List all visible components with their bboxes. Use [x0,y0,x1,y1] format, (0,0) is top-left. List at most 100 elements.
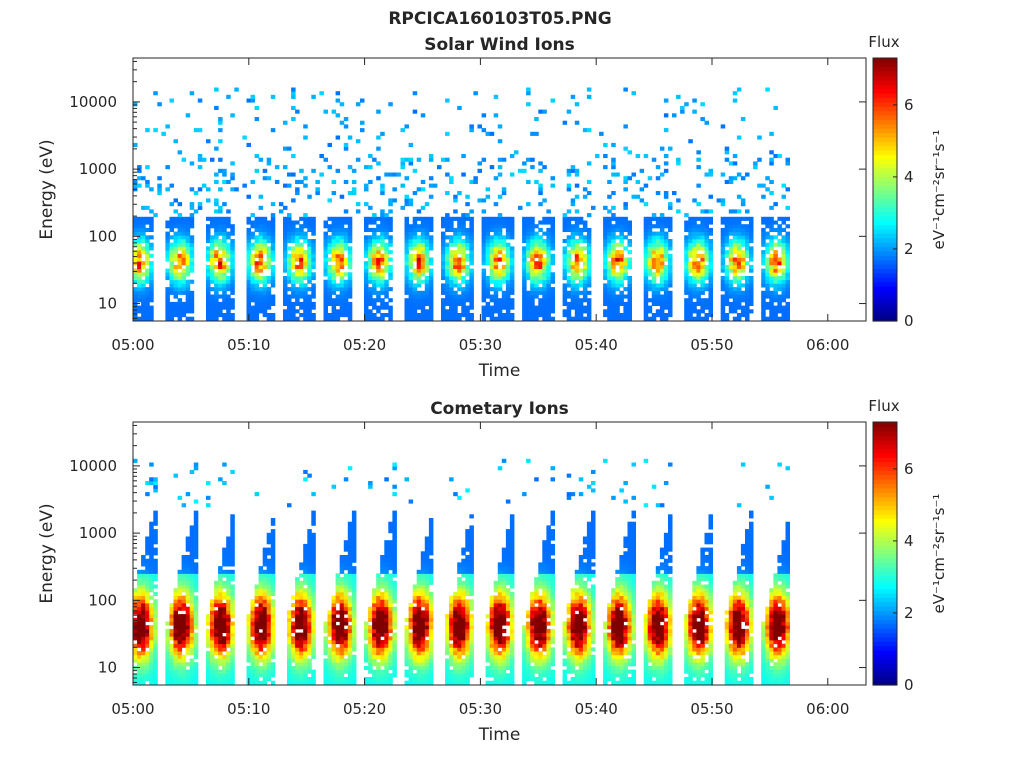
sw-cell [497,213,503,218]
ci-cell [339,677,345,682]
sw-cell [258,261,264,266]
ci-cell [181,595,187,600]
sw-cell [364,187,369,192]
sw-cell [274,165,280,170]
sw-cell [222,235,227,240]
sw-cell [291,257,296,262]
sw-cell [659,239,665,244]
sw-cell [137,220,142,225]
sw-cell [372,272,377,277]
sw-cell [210,294,215,299]
sw-cell [542,309,547,314]
ci-cell [258,566,264,571]
sw-cell [663,313,669,318]
sw-cell [364,220,369,225]
sw-cell [262,287,268,292]
ci-cell [189,662,195,667]
sw-cell [566,290,572,295]
ci-cell [214,621,219,626]
sw-cell [704,298,709,303]
sw-cell [457,239,462,244]
ci-cell [335,595,341,600]
sw-cell [295,187,300,192]
sw-cell [291,305,296,310]
sw-cell [728,279,734,284]
sw-cell [469,305,474,310]
ci-cell [270,529,276,534]
sw-cell [749,220,754,225]
sw-cell [745,239,750,244]
sw-cell [509,227,515,232]
ci-cell [343,580,349,585]
ci-cell [303,617,308,622]
ci-cell [173,599,178,604]
sw-cell [647,305,653,310]
sw-cell [574,313,580,318]
sw-cell [736,227,742,232]
ci-cell [149,562,154,567]
sw-cell [509,268,515,273]
ci-cell [173,603,178,608]
sw-cell [335,316,341,321]
sw-cell [773,305,778,310]
sw-cell [384,313,389,318]
sw-cell [461,294,466,299]
sw-cell [181,231,187,236]
sw-cell [522,305,527,310]
sw-cell [578,283,584,288]
sw-cell [586,290,592,295]
sw-cell [173,198,178,203]
ci-cell [295,591,300,596]
sw-cell [740,283,746,288]
sw-cell [765,305,770,310]
ci-cell [311,514,316,519]
ci-cell [173,614,178,619]
sw-cell [416,294,422,299]
sw-cell [574,290,580,295]
ci-cell [145,577,150,582]
sw-cell [769,157,774,162]
sw-cell [364,301,369,306]
sw-cell [615,298,620,303]
sw-cell [416,301,422,306]
ci-cell [193,543,199,548]
sw-cell [416,253,422,258]
sw-cell [218,157,223,162]
sw-colorbar-tick-label: 2 [904,240,914,258]
sw-cell [736,290,742,295]
sw-cell [485,231,491,236]
sw-cell [728,242,734,247]
sw-cell [530,220,535,225]
sw-cell [299,294,304,299]
ci-cell [323,640,328,645]
sw-cell [586,298,592,303]
sw-cell [526,87,531,92]
sw-cell [538,264,543,269]
sw-cell [538,246,543,251]
sw-cell [582,305,588,310]
sw-cell [303,213,308,218]
sw-cell [684,246,689,251]
sw-colorbar-step [873,272,897,278]
sw-cell [582,298,588,303]
sw-cell [141,309,146,314]
sw-cell [307,276,312,281]
sw-cell [347,294,353,299]
sw-cell [773,253,778,258]
sw-cell [493,305,499,310]
ci-cell [351,658,357,663]
ci-cell [262,632,268,637]
sw-cell [696,157,701,162]
sw-colorbar-step [873,299,897,305]
ci-cell [303,654,308,659]
sw-cell [461,305,466,310]
sw-cell [607,194,612,199]
sw-cell [206,198,211,203]
sw-cell [700,239,705,244]
ci-cell [347,562,353,567]
sw-cell [339,250,345,255]
sw-cell [570,268,576,273]
ci-cell [339,591,345,596]
sw-cell [262,261,268,266]
sw-cell [262,220,268,225]
